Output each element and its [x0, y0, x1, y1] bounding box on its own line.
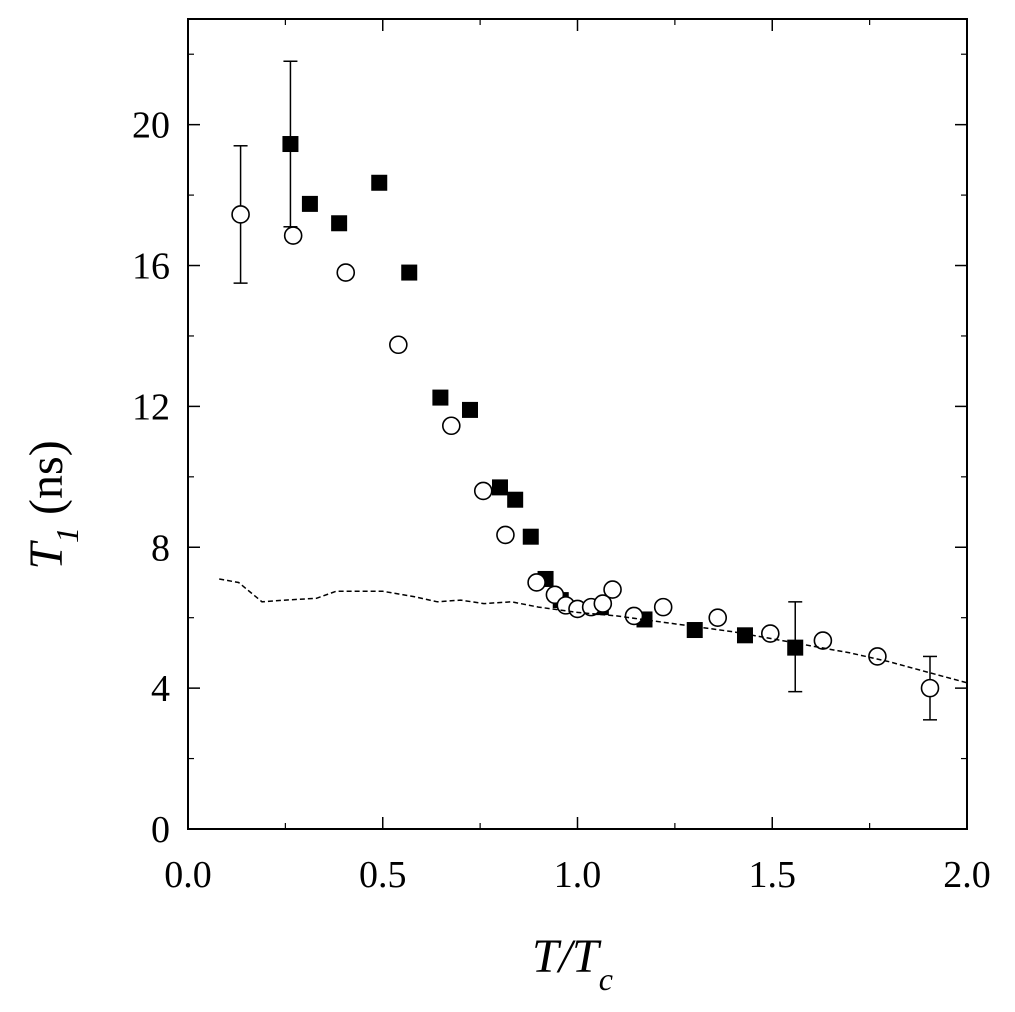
filled-square-point [461, 401, 478, 418]
filled-square-point [371, 174, 388, 191]
open-circle-point [868, 647, 887, 666]
x-axis-title-sub: c [599, 961, 613, 997]
filled-square-point [522, 528, 539, 545]
open-circle-point [231, 205, 250, 224]
filled-square-point [736, 627, 753, 644]
series-filled-square [282, 60, 804, 693]
x-tick-label: 0.0 [164, 854, 212, 896]
x-axis-title: T/Tc [532, 930, 613, 997]
filled-square-point [401, 264, 418, 281]
filled-square-point [331, 215, 348, 232]
filled-square-point [301, 195, 318, 212]
x-tick-label: 1.5 [749, 854, 797, 896]
plot-frame [187, 18, 968, 830]
open-circle-point [624, 606, 644, 626]
filled-square-point [507, 491, 524, 508]
x-tick-label: 0.5 [359, 854, 407, 896]
x-tick-label: 1.0 [554, 854, 602, 896]
open-circle-point [920, 678, 940, 698]
y-axis-title: T1 (ns) [20, 440, 85, 569]
series-dashed-line [219, 578, 968, 684]
plot-border [187, 18, 968, 830]
open-circle-point [389, 335, 408, 355]
y-tick-label: 8 [151, 527, 170, 569]
y-axis-ticks: 0 4 8 12 16 20 [132, 53, 967, 851]
y-tick-label: 16 [132, 246, 170, 288]
y-axis-title-unit: (ns) [20, 440, 73, 527]
x-axis-title-main: T/T [532, 930, 602, 983]
filled-square-point [432, 389, 449, 406]
open-circle-point [283, 226, 303, 245]
open-circle-point [813, 631, 833, 650]
series-open-circle [231, 145, 940, 721]
open-circle-point [336, 263, 356, 282]
dashed-reference-line [219, 578, 968, 684]
x-axis-ticks: 0.0 0.5 1.0 1.5 2.0 [164, 19, 991, 896]
open-circle-point [603, 580, 622, 599]
x-tick-label: 2.0 [943, 854, 991, 896]
filled-square-point [282, 136, 299, 153]
y-tick-label: 0 [151, 809, 170, 851]
open-circle-point [761, 624, 780, 643]
open-circle-point [442, 416, 461, 436]
series-layer [219, 60, 968, 721]
filled-square-point [686, 622, 703, 639]
filled-square-point [787, 639, 804, 656]
open-circle-point [708, 608, 728, 627]
open-circle-point [527, 573, 546, 592]
filled-square-point [491, 479, 508, 496]
y-tick-label: 12 [132, 386, 170, 428]
y-tick-label: 4 [151, 668, 170, 710]
y-axis-title-main: T [20, 540, 73, 570]
open-circle-point [653, 597, 673, 617]
y-axis-title-sub: 1 [49, 527, 85, 543]
open-circle-point [496, 525, 515, 545]
open-circle-point [593, 594, 613, 613]
y-tick-label: 20 [132, 105, 170, 147]
open-circle-point [473, 481, 493, 501]
